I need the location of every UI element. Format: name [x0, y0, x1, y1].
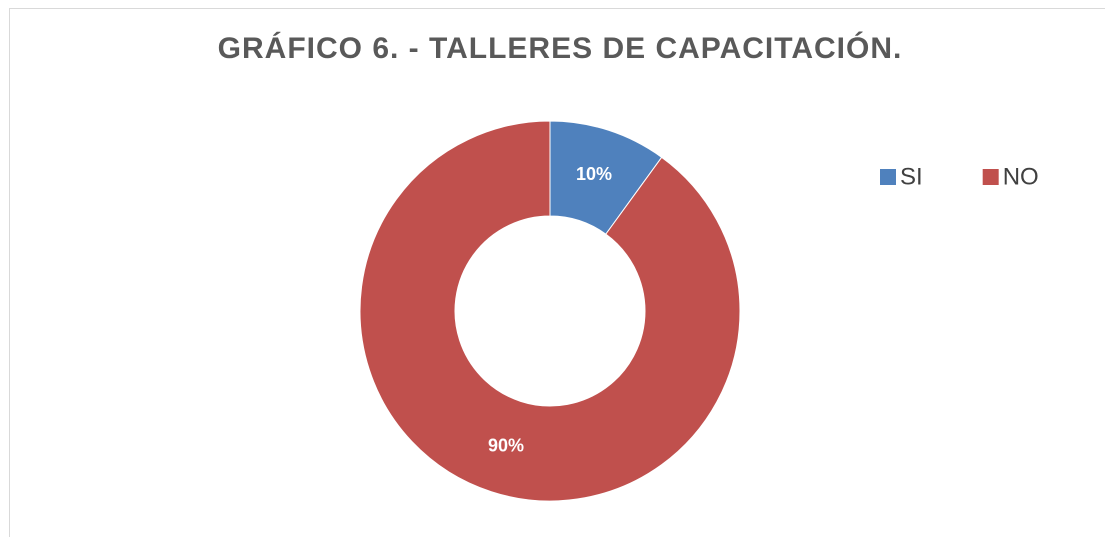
legend-label: NO [1003, 163, 1039, 190]
data-label: 90% [488, 435, 524, 455]
legend: SI NO [880, 163, 1039, 190]
donut [359, 120, 741, 502]
donut-slice [359, 120, 741, 502]
data-labels: 10% 90% [488, 164, 612, 455]
chart-title: GRÁFICO 6. - TALLERES DE CAPACITACIÓN. [218, 31, 903, 65]
legend-swatch [982, 169, 999, 185]
legend-swatch [880, 169, 896, 185]
data-label: 10% [576, 164, 612, 184]
legend-label: SI [900, 163, 923, 190]
